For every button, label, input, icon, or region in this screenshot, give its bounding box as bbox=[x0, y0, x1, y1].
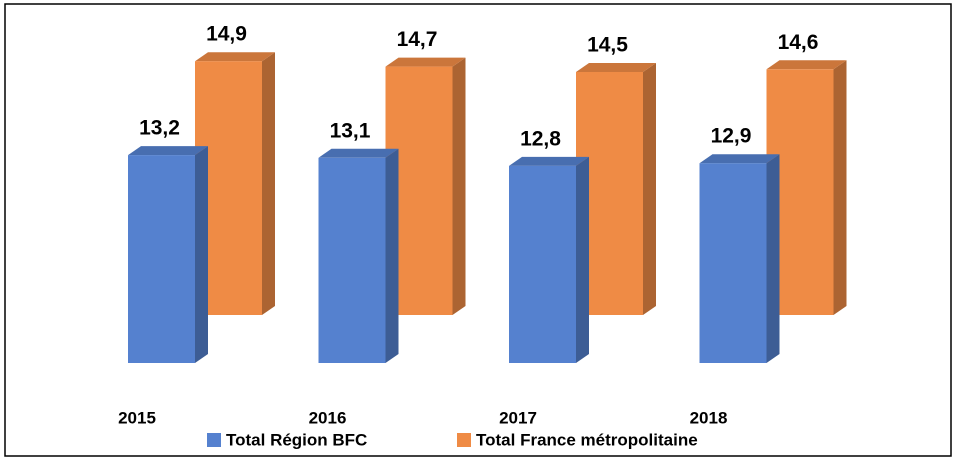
bar-top bbox=[318, 148, 399, 158]
bar-top bbox=[766, 60, 847, 70]
x-tick-label: 2017 bbox=[499, 408, 537, 427]
x-tick-label: 2018 bbox=[690, 408, 728, 427]
legend-swatch bbox=[457, 433, 471, 447]
value-label: 14,7 bbox=[397, 28, 438, 51]
legend-label: Total France métropolitaine bbox=[476, 430, 698, 449]
bar-top bbox=[195, 52, 275, 62]
bar-top bbox=[699, 154, 780, 164]
bar-top bbox=[509, 156, 589, 166]
bar-front bbox=[509, 165, 576, 363]
value-label: 12,9 bbox=[711, 125, 752, 148]
bar-side bbox=[643, 63, 656, 315]
value-label: 12,8 bbox=[520, 127, 561, 150]
bar-top bbox=[576, 63, 656, 72]
legend-swatch bbox=[207, 433, 221, 447]
bar-side bbox=[576, 156, 589, 363]
bar-side bbox=[385, 148, 399, 363]
bar bbox=[699, 154, 780, 363]
value-label: 13,2 bbox=[139, 117, 180, 140]
value-label: 14,6 bbox=[778, 31, 819, 54]
bar-front bbox=[699, 163, 767, 363]
bar-top bbox=[385, 57, 466, 67]
bar-side bbox=[766, 154, 780, 363]
value-label: 14,5 bbox=[587, 34, 628, 57]
bar-top bbox=[128, 146, 208, 156]
x-tick-label: 2016 bbox=[309, 408, 347, 427]
bar-side bbox=[833, 60, 847, 315]
bar-side bbox=[262, 52, 275, 315]
bar bbox=[318, 148, 399, 363]
bar-side bbox=[452, 57, 466, 315]
value-label: 14,9 bbox=[206, 23, 247, 46]
bar-front bbox=[128, 155, 195, 363]
legend-label: Total Région BFC bbox=[226, 430, 367, 449]
value-label: 13,1 bbox=[330, 119, 371, 142]
bar bbox=[128, 146, 208, 363]
bar-front bbox=[318, 157, 386, 363]
bar bbox=[509, 156, 589, 363]
x-tick-label: 2015 bbox=[118, 408, 156, 427]
bar-side bbox=[195, 146, 208, 363]
